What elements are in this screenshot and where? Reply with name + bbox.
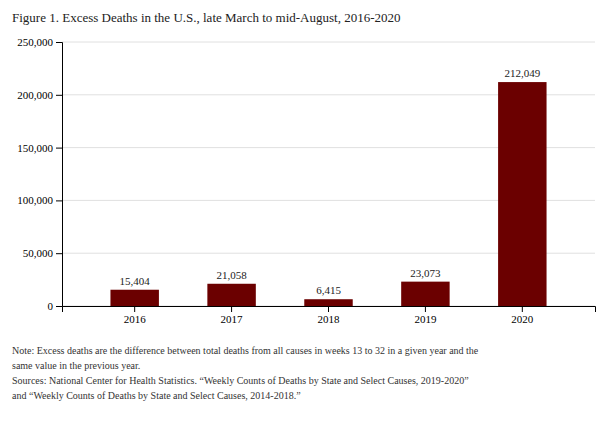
note: same value in the previous year.	[12, 360, 140, 371]
tick-mark	[134, 306, 135, 312]
tick-mark	[56, 95, 62, 96]
chart: Figure 1. Excess Deaths in the U.S., lat…	[0, 0, 615, 428]
axis-line	[63, 307, 596, 313]
tick-mark	[425, 306, 426, 312]
bars	[110, 82, 546, 306]
bar	[207, 284, 255, 306]
tick-label: 0	[48, 300, 54, 312]
tick-label: 250,000	[17, 36, 53, 48]
tick-mark	[56, 200, 62, 201]
tick-label: 100,000	[17, 194, 53, 206]
tick: 150,000	[17, 142, 62, 154]
tick-label: 50,000	[23, 247, 54, 259]
bar	[110, 290, 158, 306]
grid	[62, 42, 595, 306]
tick-mark	[56, 306, 62, 307]
y-axis: 0 50,000 100,000 150,000 200,000 250,000	[17, 36, 62, 312]
tick-mark	[56, 148, 62, 149]
tick-label: 200,000	[17, 89, 53, 101]
bar	[401, 282, 449, 306]
tick-label: 2017	[221, 313, 244, 325]
bar	[304, 299, 352, 306]
plot: 050,000100,000150,000200,000250,00020162…	[17, 36, 595, 325]
tick-mark	[56, 253, 62, 254]
tick-mark	[522, 306, 523, 312]
data-label: 6,415	[316, 284, 341, 296]
tick: 50,000	[23, 247, 62, 259]
note: and “Weekly Counts of Deaths by State an…	[12, 390, 301, 401]
tick: 2020	[511, 306, 534, 325]
tick-label: 2019	[414, 313, 437, 325]
tick: 2018	[318, 306, 341, 325]
data-label: 21,058	[216, 269, 247, 281]
x-axis: 2016 2017 2018 2019 2020	[63, 306, 596, 325]
tick: 100,000	[17, 194, 62, 206]
data-labels: 15,404 21,058 6,415 23,073 212,049	[120, 67, 541, 296]
tick: 2019	[414, 306, 437, 325]
tick-mark	[231, 306, 232, 312]
tick-mark	[56, 42, 62, 43]
bar	[498, 82, 546, 306]
axis-line	[56, 43, 63, 307]
tick-label: 2020	[511, 313, 534, 325]
tick-label: 150,000	[17, 142, 53, 154]
tick: 2017	[221, 306, 244, 325]
note: Sources: National Center for Health Stat…	[12, 375, 469, 386]
tick: 200,000	[17, 89, 62, 101]
data-label: 212,049	[504, 67, 540, 79]
tick-label: 2016	[124, 313, 147, 325]
data-label: 23,073	[410, 267, 441, 279]
data-label: 15,404	[120, 275, 151, 287]
tick: 0	[48, 300, 63, 312]
tick: 2016	[124, 306, 147, 325]
title: Figure 1. Excess Deaths in the U.S., lat…	[12, 10, 401, 25]
tick-mark	[328, 306, 329, 312]
tick-label: 2018	[318, 313, 341, 325]
tick: 250,000	[17, 36, 62, 48]
note: Note: Excess deaths are the difference b…	[12, 345, 479, 356]
grid-line	[62, 42, 595, 43]
notes: Note: Excess deaths are the difference b…	[12, 345, 479, 401]
